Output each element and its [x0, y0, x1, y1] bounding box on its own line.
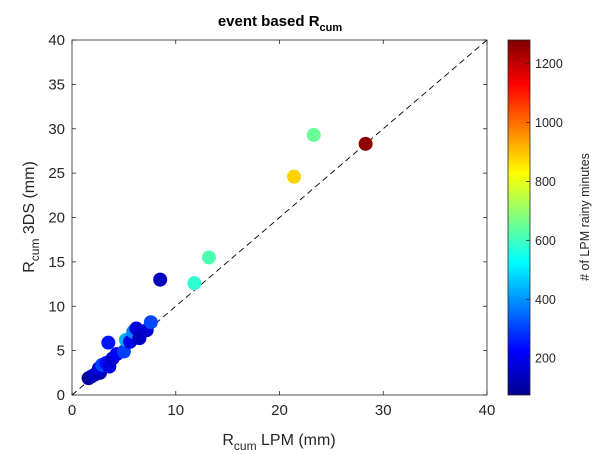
y-tick-label: 0	[57, 387, 65, 404]
data-point	[358, 136, 373, 151]
chart-title-subscript: cum	[320, 22, 343, 34]
colorbar	[507, 39, 531, 396]
chart-title: event based Rcum	[218, 13, 343, 34]
x-tick-label: 30	[375, 402, 392, 419]
y-tick-label: 35	[48, 76, 65, 93]
data-point	[201, 250, 216, 265]
data-point	[101, 335, 116, 350]
data-point	[306, 127, 321, 142]
y-tick-label: 5	[57, 343, 65, 360]
y-axis: 0 5 10 15 20 25 30 35 40	[48, 32, 487, 404]
data-point	[153, 272, 168, 287]
data-point	[143, 315, 158, 330]
colorbar-tick-label: 1200	[535, 57, 563, 71]
colorbar-tick-label: 200	[535, 352, 556, 366]
colorbar-ticks: 200 400 600 800 1000 1200	[526, 57, 563, 366]
x-tick-label: 40	[479, 402, 496, 419]
colorbar-label: # of LPM rainy minutes	[578, 153, 592, 281]
y-tick-label: 30	[48, 121, 65, 138]
y-axis-title: Rcum 3DS (mm)	[21, 161, 42, 273]
x-tick-label: 10	[167, 402, 184, 419]
y-tick-label: 10	[48, 298, 65, 315]
y-tick-label: 25	[48, 165, 65, 182]
x-tick-label: 20	[271, 402, 288, 419]
x-axis-title: Rcum LPM (mm)	[222, 432, 335, 453]
y-tick-label: 20	[48, 210, 65, 227]
y-tick-label: 15	[48, 254, 65, 271]
colorbar-tick-label: 800	[535, 175, 556, 189]
x-tick-label: 0	[68, 402, 76, 419]
colorbar-tick-label: 400	[535, 293, 556, 307]
data-point	[287, 169, 302, 184]
data-point	[187, 276, 202, 291]
colorbar-tick-label: 1000	[535, 116, 563, 130]
colorbar-tick-label: 600	[535, 234, 556, 248]
x-axis: 0 10 20 30 40	[68, 40, 496, 419]
y-tick-label: 40	[48, 32, 65, 49]
data-points	[81, 127, 373, 386]
